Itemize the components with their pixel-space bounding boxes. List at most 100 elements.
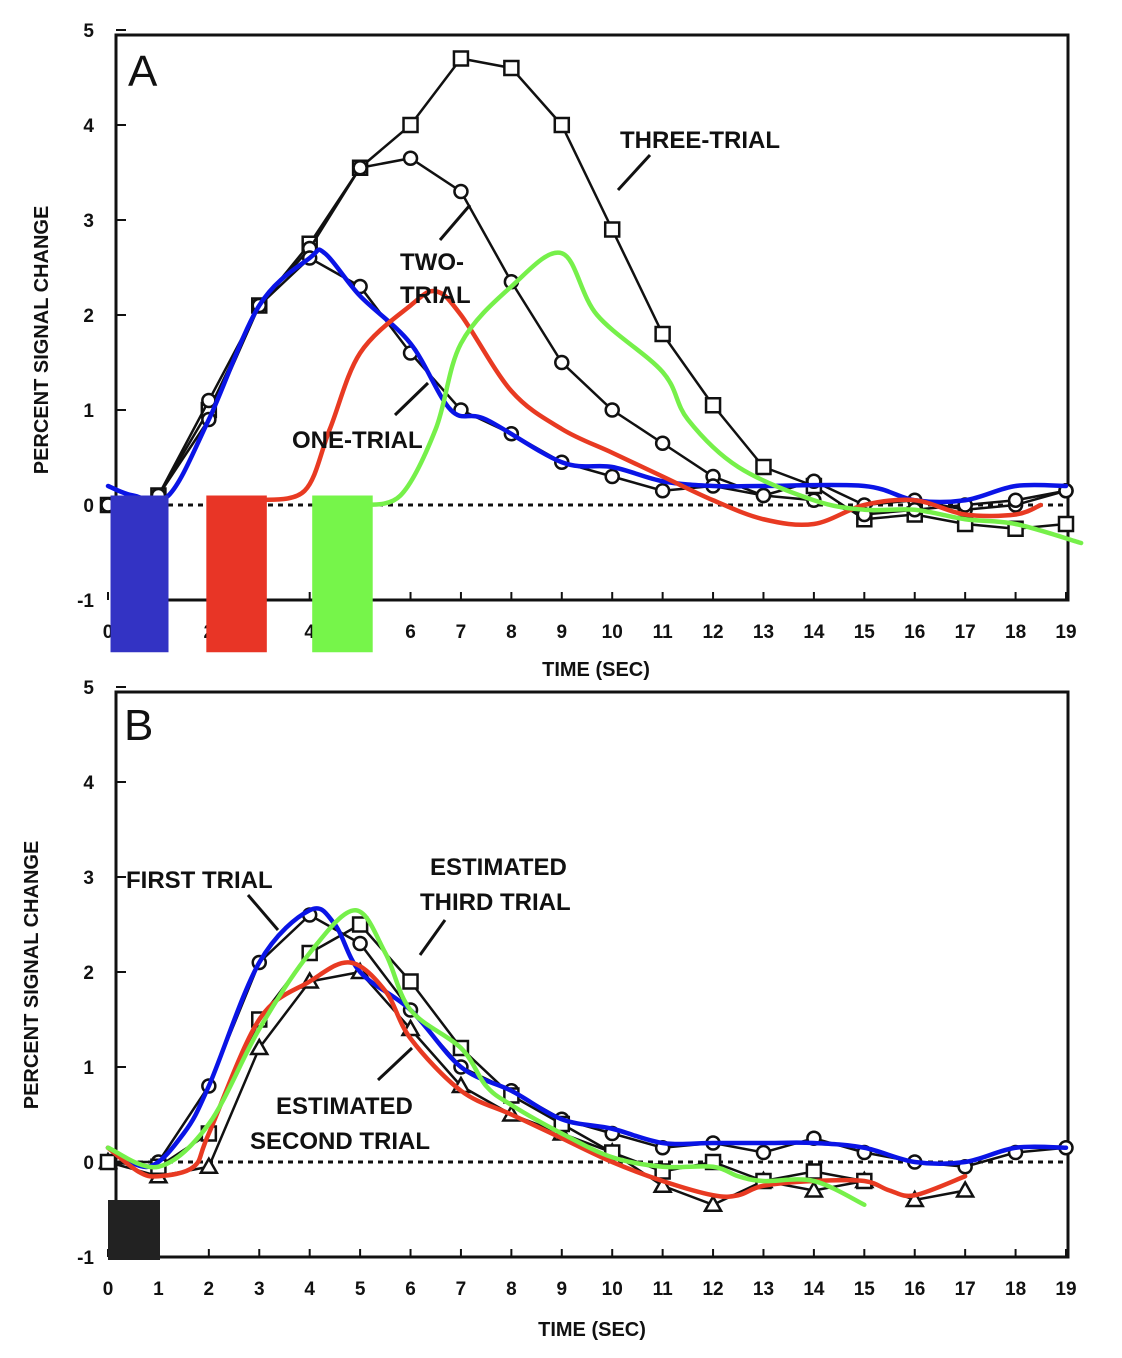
series-line [107,156,1067,512]
x-tick-label: 9 [557,1279,568,1300]
y-axis-label-b: PERCENT SIGNAL CHANGE [21,841,43,1110]
y-tick-label: 0 [83,1153,94,1174]
x-tick-label: 1 [153,1279,164,1300]
panel-label-b: B [124,701,153,750]
annotation-est-second-line2: SECOND TRIAL [250,1128,430,1155]
x-tick-label: 16 [904,1279,925,1300]
x-tick-label: 6 [405,1279,416,1300]
data-point-square [654,325,671,343]
data-point-circle [554,354,570,371]
x-tick-label: 8 [506,622,517,643]
data-point-square [603,221,621,238]
overlay-curve-76f04a [357,250,1084,546]
x-tick-label: 8 [506,1279,517,1300]
plot-frame [114,33,1070,602]
panel-label-a: A [128,47,158,96]
x-tick-label: 15 [854,622,876,643]
arrow-one-trial [393,381,430,417]
y-tick-label: 2 [83,963,94,984]
overlay-curve-0a14e6 [105,906,1069,1170]
data-point-circle [755,1144,772,1161]
x-tick-label: 19 [1055,622,1076,643]
corner-stamp [108,1200,160,1260]
annotation-two-trial-line1: TWO- [400,249,464,276]
data-point-circle [604,468,620,485]
arrow-three-trial [616,153,652,192]
x-axis-label-a: TIME (SEC) [542,659,650,681]
data-point-circle [1007,492,1024,508]
arrow-two-trial [438,204,472,241]
overlay-curve-e83a22 [105,960,968,1199]
x-tick-label: 6 [405,622,416,643]
annotation-one-trial: ONE-TRIAL [292,427,423,454]
annotation-est-third-line1: ESTIMATED [430,854,567,881]
plot-frame [114,690,1070,1259]
annotation-first-trial: FIRST TRIAL [126,867,273,894]
x-tick-label: 3 [254,1279,265,1300]
x-tick-label: 18 [1005,1279,1026,1300]
data-point-triangle [803,1179,825,1198]
y-tick-label: 4 [83,116,94,137]
data-point-circle [453,183,469,200]
x-tick-label: 17 [955,1279,976,1300]
x-tick-label: 0 [103,1279,114,1300]
x-tick-label: 7 [456,622,467,643]
x-tick-label: 9 [557,622,568,643]
y-tick-label: 4 [83,773,94,794]
annotation-est-second-line1: ESTIMATED [276,1093,413,1120]
data-point-circle [755,487,772,504]
data-point-square [503,59,520,77]
series-line [107,970,966,1207]
data-point-square [351,916,369,933]
y-tick-label: 5 [83,21,94,42]
data-point-square [99,1153,117,1171]
data-point-circle [352,160,368,176]
x-tick-label: 17 [955,622,976,643]
x-tick-label: 18 [1005,622,1026,643]
y-tick-label: 1 [83,1058,94,1079]
data-point-circle [402,150,419,166]
data-point-square [452,50,470,67]
x-tick-label: 7 [456,1279,467,1300]
y-tick-label: 0 [83,496,94,517]
annotation-two-trial-line2: TRIAL [400,282,471,309]
y-tick-label: -1 [77,591,94,612]
annotation-three-trial: THREE-TRIAL [620,127,780,154]
data-point-circle [604,402,620,418]
y-tick-label: 3 [83,868,94,889]
y-tick-label: 5 [83,678,94,699]
data-point-square [755,458,772,476]
x-tick-label: 5 [355,1279,366,1300]
data-point-square [553,116,571,134]
data-point-square [402,973,419,990]
data-point-circle [654,435,671,451]
annotation-est-third-line2: THIRD TRIAL [420,889,571,916]
x-tick-label: 14 [803,622,825,643]
data-point-triangle [249,1037,270,1056]
overlay-curve-e83a22 [257,288,1044,528]
x-tick-label: 2 [204,1279,215,1300]
y-tick-label: 1 [83,401,94,422]
x-tick-label: 4 [304,1279,315,1300]
arrow-est-third [418,919,447,956]
overlay-curve-76f04a [105,907,867,1207]
overlay-curve-0a14e6 [105,247,1069,505]
data-point-triangle [904,1189,925,1208]
y-axis-label-a: PERCENT SIGNAL CHANGE [31,206,53,475]
annotation-arrows [246,153,652,1082]
x-tick-label: 4 [304,622,315,643]
stimulus-block-76f54a [312,495,373,653]
data-point-square [1057,515,1075,533]
data-point-triangle [198,1156,219,1174]
x-tick-label: 15 [854,1279,876,1300]
data-point-triangle [652,1175,673,1193]
x-tick-label: 13 [753,622,774,643]
data-point-triangle [702,1194,724,1212]
x-tick-label: 12 [702,1279,723,1300]
x-tick-label: 0 [103,622,114,643]
stimulus-block-3333c4 [110,495,169,653]
data-point-square [704,397,722,414]
x-tick-label: 11 [653,1279,674,1300]
